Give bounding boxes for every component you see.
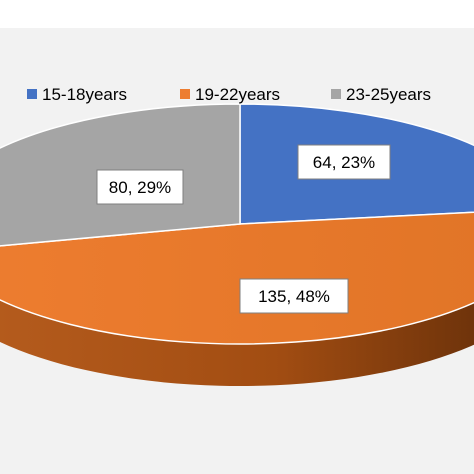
data-label-box <box>239 278 349 314</box>
legend: 15-18years 19-22years 23-25years <box>27 85 431 104</box>
legend-label: 15-18years <box>42 85 127 104</box>
data-label-text: 80, 29% <box>109 178 171 197</box>
data-label-15-18years: 64, 23% <box>297 144 391 180</box>
legend-swatch <box>331 89 341 99</box>
pie-slice-19-22years <box>0 211 474 345</box>
data-label-box <box>96 169 184 205</box>
pie-slices <box>0 103 474 345</box>
data-label-box <box>297 144 391 180</box>
data-label-23-25years: 80, 29% <box>96 169 184 205</box>
pie-side-walls <box>0 299 474 386</box>
data-label-text: 64, 23% <box>313 153 375 172</box>
data-labels: 64, 23% 135, 48% 80, 29% <box>96 144 391 314</box>
data-label-19-22years: 135, 48% <box>239 278 349 314</box>
legend-swatch <box>27 89 37 99</box>
top-margin <box>0 0 474 28</box>
data-label-text: 135, 48% <box>258 287 330 306</box>
legend-item-15-18years: 15-18years <box>27 85 127 104</box>
slice-side-19-22years <box>0 299 474 386</box>
legend-label: 19-22years <box>195 85 280 104</box>
legend-item-23-25years: 23-25years <box>331 85 431 104</box>
legend-swatch <box>180 89 190 99</box>
legend-item-19-22years: 19-22years <box>180 85 280 104</box>
legend-label: 23-25years <box>346 85 431 104</box>
